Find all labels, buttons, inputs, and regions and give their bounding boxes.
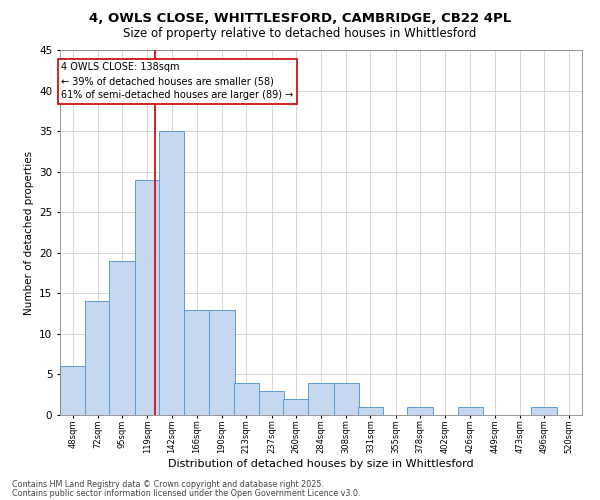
Bar xyxy=(458,407,483,415)
Bar xyxy=(358,407,383,415)
Text: 4, OWLS CLOSE, WHITTLESFORD, CAMBRIDGE, CB22 4PL: 4, OWLS CLOSE, WHITTLESFORD, CAMBRIDGE, … xyxy=(89,12,511,26)
Bar xyxy=(283,399,308,415)
Bar xyxy=(184,310,209,415)
Bar xyxy=(532,407,557,415)
Bar xyxy=(159,131,184,415)
X-axis label: Distribution of detached houses by size in Whittlesford: Distribution of detached houses by size … xyxy=(168,458,474,468)
Bar xyxy=(85,302,110,415)
Text: 4 OWLS CLOSE: 138sqm
← 39% of detached houses are smaller (58)
61% of semi-detac: 4 OWLS CLOSE: 138sqm ← 39% of detached h… xyxy=(61,62,293,100)
Bar xyxy=(259,390,284,415)
Text: Contains HM Land Registry data © Crown copyright and database right 2025.: Contains HM Land Registry data © Crown c… xyxy=(12,480,324,489)
Bar xyxy=(407,407,433,415)
Text: Contains public sector information licensed under the Open Government Licence v3: Contains public sector information licen… xyxy=(12,488,361,498)
Y-axis label: Number of detached properties: Number of detached properties xyxy=(23,150,34,314)
Bar xyxy=(109,261,135,415)
Bar xyxy=(334,382,359,415)
Text: Size of property relative to detached houses in Whittlesford: Size of property relative to detached ho… xyxy=(124,28,476,40)
Bar xyxy=(135,180,160,415)
Bar xyxy=(233,382,259,415)
Bar xyxy=(308,382,334,415)
Bar xyxy=(209,310,235,415)
Bar xyxy=(60,366,85,415)
